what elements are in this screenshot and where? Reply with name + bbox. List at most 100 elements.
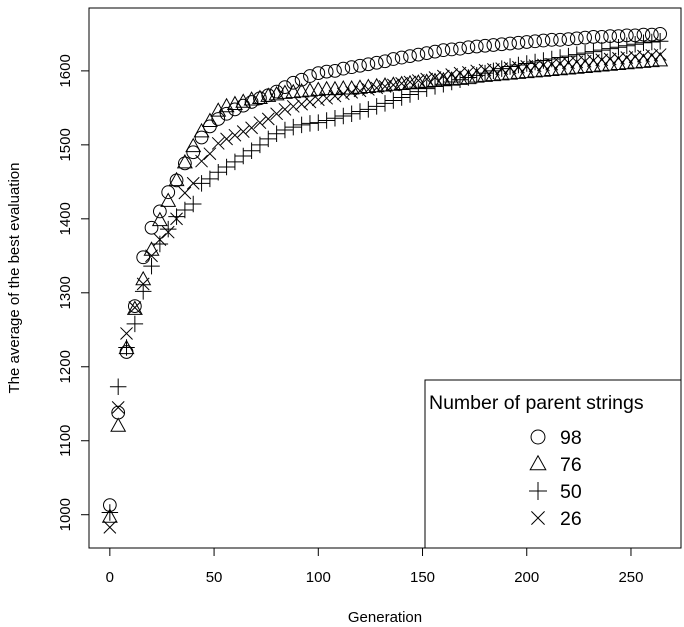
- point-triangle: [193, 122, 210, 138]
- point-circle: [136, 250, 151, 265]
- point-circle: [344, 60, 359, 75]
- point-circle: [244, 95, 259, 109]
- point-circle: [194, 130, 209, 145]
- point-plus: [293, 116, 310, 134]
- point-x: [103, 520, 117, 534]
- point-plus: [301, 115, 319, 132]
- point-circle: [511, 35, 526, 50]
- point-circle: [469, 39, 484, 54]
- point-x: [428, 71, 442, 84]
- y-tick-label: 1000: [57, 498, 74, 531]
- point-triangle: [301, 82, 318, 97]
- x-tick-label: 200: [514, 569, 539, 586]
- point-circle: [494, 37, 509, 52]
- point-plus: [593, 41, 611, 59]
- point-triangle: [552, 60, 569, 76]
- point-triangle: [535, 62, 552, 77]
- x-tick-label: 50: [206, 569, 223, 586]
- point-circle: [144, 220, 159, 235]
- x-tick-label: 0: [106, 569, 114, 586]
- point-plus: [268, 125, 285, 143]
- point-plus: [535, 52, 552, 69]
- point-x: [245, 121, 258, 135]
- point-triangle: [160, 192, 177, 207]
- point-x: [286, 99, 300, 113]
- point-circle: [386, 52, 401, 66]
- point-circle: [336, 61, 351, 76]
- point-plus: [410, 83, 427, 100]
- point-plus: [276, 121, 294, 139]
- legend-label: 76: [560, 454, 582, 476]
- point-circle: [286, 75, 301, 90]
- point-plus: [568, 46, 586, 63]
- data-points: [101, 27, 669, 534]
- y-tick-label: 1300: [57, 276, 74, 309]
- x-axis: 0 50 100 150 200 250: [106, 547, 643, 586]
- point-x: [345, 85, 359, 99]
- point-plus: [326, 109, 344, 127]
- point-plus: [159, 220, 177, 238]
- point-plus: [235, 147, 252, 165]
- x-axis-label: Generation: [348, 609, 422, 626]
- point-triangle: [318, 80, 335, 96]
- point-circle: [503, 36, 517, 51]
- point-x: [136, 277, 150, 291]
- point-circle: [419, 46, 434, 61]
- point-x: [420, 72, 434, 86]
- point-x: [361, 82, 375, 96]
- point-triangle: [110, 417, 127, 432]
- point-x: [178, 186, 192, 200]
- point-plus: [585, 43, 602, 60]
- point-triangle: [502, 65, 519, 80]
- point-x: [411, 74, 425, 87]
- point-circle: [586, 29, 601, 44]
- point-triangle: [201, 112, 218, 127]
- point-plus: [134, 283, 152, 300]
- point-triangle: [168, 171, 185, 187]
- point-circle: [461, 40, 476, 55]
- point-x: [120, 327, 133, 340]
- point-x: [311, 93, 325, 107]
- point-circle: [319, 64, 334, 79]
- point-plus: [426, 78, 444, 95]
- point-circle: [569, 31, 584, 46]
- point-plus: [351, 103, 369, 120]
- point-triangle: [543, 61, 560, 76]
- point-triangle: [126, 300, 143, 315]
- point-plus: [610, 38, 627, 56]
- point-triangle: [527, 62, 544, 78]
- point-circle: [561, 32, 576, 46]
- y-tick-label: 1600: [57, 54, 74, 87]
- point-plus: [343, 105, 360, 123]
- point-x: [186, 176, 200, 190]
- x-tick-label: 250: [618, 569, 643, 586]
- legend-box: [424, 379, 682, 549]
- point-x: [336, 87, 350, 101]
- legend-label: 50: [560, 481, 582, 503]
- point-circle: [152, 204, 167, 219]
- point-x: [270, 107, 284, 121]
- point-triangle: [210, 102, 227, 117]
- y-axis: 1000 1100 1200 1300 1400 1500 1600: [57, 54, 90, 531]
- point-plus: [126, 315, 144, 333]
- point-circle: [453, 41, 467, 56]
- point-circle: [303, 69, 317, 83]
- y-tick-label: 1100: [57, 425, 74, 457]
- point-triangle: [326, 80, 343, 96]
- point-x: [436, 69, 450, 83]
- point-circle: [294, 72, 309, 87]
- point-plus: [418, 80, 435, 97]
- point-circle: [428, 44, 442, 59]
- point-x: [195, 154, 208, 168]
- point-x: [261, 112, 275, 126]
- point-circle: [353, 58, 367, 73]
- point-circle: [161, 185, 176, 200]
- point-x: [111, 401, 125, 414]
- point-circle: [394, 50, 409, 65]
- point-x: [320, 91, 334, 105]
- point-plus: [435, 75, 452, 93]
- point-triangle: [560, 60, 577, 75]
- point-triangle: [518, 63, 535, 79]
- point-circle: [478, 38, 492, 53]
- point-x: [370, 81, 384, 95]
